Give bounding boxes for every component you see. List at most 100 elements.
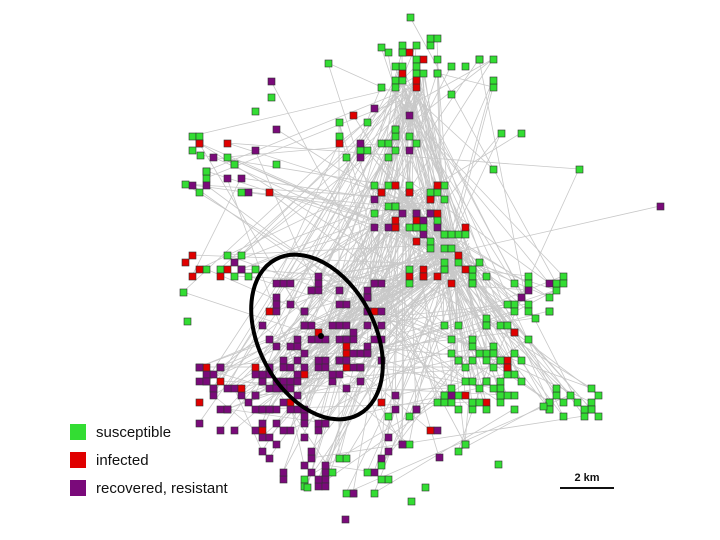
node-susceptible (384, 181, 393, 190)
node-susceptible (405, 223, 414, 232)
node-infected (335, 139, 344, 148)
node-susceptible (398, 41, 407, 50)
node-resistant (293, 370, 302, 379)
network-edge (465, 246, 529, 284)
network-edge (397, 187, 452, 403)
node-susceptible (426, 41, 435, 50)
network-edge (373, 408, 515, 494)
node-susceptible (342, 489, 351, 498)
node-susceptible (202, 265, 211, 274)
node-resistant (272, 419, 281, 428)
node-resistant (216, 426, 225, 435)
node-susceptible (363, 118, 372, 127)
network-edge (275, 142, 340, 284)
network-edge (359, 366, 389, 452)
node-resistant (370, 468, 379, 477)
node-susceptible (489, 342, 498, 351)
node-susceptible (195, 188, 204, 197)
node-susceptible (524, 335, 533, 344)
node-resistant (342, 384, 351, 393)
node-infected (377, 188, 386, 197)
node-susceptible (223, 251, 232, 260)
node-susceptible (342, 454, 351, 463)
node-resistant (321, 468, 330, 477)
legend-swatch-resistant (70, 480, 86, 496)
node-resistant (321, 461, 330, 470)
node-resistant (279, 468, 288, 477)
node-susceptible (405, 279, 414, 288)
scale-bar-line (560, 487, 614, 489)
node-resistant (405, 146, 414, 155)
node-resistant (412, 405, 421, 414)
network-edge (455, 260, 592, 410)
node-susceptible (482, 405, 491, 414)
network-edge (380, 345, 473, 466)
network-edge (219, 91, 414, 270)
node-infected (405, 188, 414, 197)
node-resistant (384, 223, 393, 232)
node-resistant (279, 356, 288, 365)
node-resistant (341, 515, 350, 524)
node-infected (342, 342, 351, 351)
node-susceptible (195, 132, 204, 141)
node-susceptible (405, 181, 414, 190)
legend-item-infected: infected (70, 446, 228, 474)
legend-item-susceptible: susceptible (70, 418, 228, 446)
node-susceptible (587, 398, 596, 407)
node-susceptible (377, 139, 386, 148)
node-resistant (363, 342, 372, 351)
node-resistant (307, 286, 316, 295)
node-resistant (286, 279, 295, 288)
node-resistant (209, 370, 218, 379)
node-resistant (265, 335, 274, 344)
node-susceptible (230, 272, 239, 281)
node-resistant (202, 377, 211, 386)
node-susceptible (384, 475, 393, 484)
node-resistant (209, 384, 218, 393)
node-susceptible (503, 370, 512, 379)
node-resistant (223, 384, 232, 393)
node-susceptible (475, 384, 484, 393)
node-susceptible (377, 461, 386, 470)
network-edge (338, 121, 440, 458)
node-susceptible (510, 370, 519, 379)
node-susceptible (216, 265, 225, 274)
node-resistant (307, 468, 316, 477)
node-infected (398, 69, 407, 78)
node-susceptible (510, 307, 519, 316)
node-resistant (314, 426, 323, 435)
node-susceptible (524, 279, 533, 288)
node-resistant (223, 405, 232, 414)
network-edge (296, 338, 501, 361)
node-susceptible (454, 258, 463, 267)
node-infected (405, 48, 414, 57)
node-susceptible (461, 62, 470, 71)
node-susceptible (447, 335, 456, 344)
node-susceptible (384, 153, 393, 162)
node-infected (300, 370, 309, 379)
node-resistant (293, 342, 302, 351)
node-infected (426, 426, 435, 435)
node-resistant (419, 216, 428, 225)
node-resistant (272, 307, 281, 316)
node-resistant (272, 405, 281, 414)
node-resistant (230, 258, 239, 267)
node-susceptible (468, 272, 477, 281)
node-resistant (384, 447, 393, 456)
node-susceptible (552, 384, 561, 393)
node-resistant (656, 202, 665, 211)
node-susceptible (440, 244, 449, 253)
node-susceptible (421, 483, 430, 492)
node-resistant (286, 300, 295, 309)
node-susceptible (482, 272, 491, 281)
node-susceptible (447, 349, 456, 358)
node-susceptible (489, 363, 498, 372)
node-infected (251, 363, 260, 372)
node-susceptible (580, 405, 589, 414)
node-infected (447, 279, 456, 288)
node-susceptible (510, 391, 519, 400)
node-resistant (251, 405, 260, 414)
node-resistant (244, 188, 253, 197)
network-edge (182, 90, 400, 293)
node-susceptible (440, 258, 449, 267)
